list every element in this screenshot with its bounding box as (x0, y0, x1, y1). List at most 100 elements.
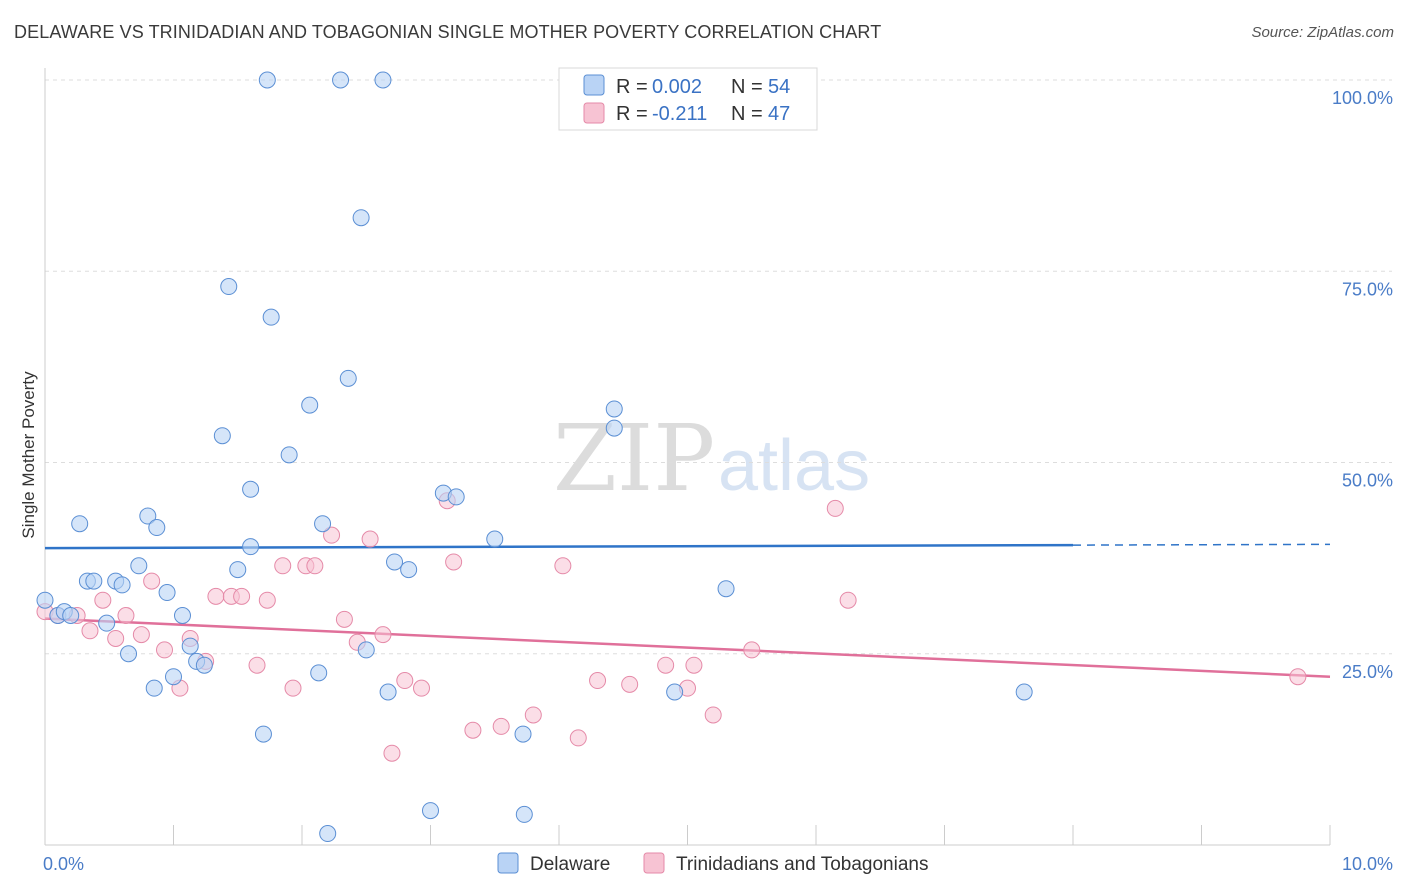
trinidadian-point (826, 499, 844, 517)
delaware-point (242, 538, 260, 556)
trinidadian-point (361, 530, 379, 548)
trinidadian-point (1289, 668, 1307, 686)
delaware-point (422, 802, 439, 820)
trinidadian-point (621, 675, 639, 693)
delaware-point (62, 607, 80, 624)
delaware-point (310, 664, 328, 682)
trinidadian-point (569, 729, 587, 747)
trend-lines (44, 543, 1331, 678)
delaware-point (130, 557, 148, 575)
trinidadian-point (233, 587, 251, 605)
delaware-trend-line (44, 543, 1074, 550)
legend-top-n-label-2: N = (731, 103, 763, 125)
delaware-point (229, 561, 247, 579)
delaware-points (36, 71, 1033, 843)
delaware-point (447, 488, 465, 506)
trinidadian-point (839, 591, 857, 609)
legend-bottom: Delaware Trinidadians and Tobagonians (497, 852, 928, 875)
trinidadian-point (94, 591, 112, 609)
trinidadian-point (248, 656, 266, 674)
delaware-point (400, 561, 418, 579)
legend-top-r-value-1: 0.002 (652, 76, 702, 98)
x-tick-labels: 0.0% 10.0% (43, 854, 1393, 874)
delaware-point (148, 519, 166, 537)
trinidadian-point (143, 572, 161, 590)
trinidadian-point (156, 641, 174, 659)
delaware-point (666, 683, 684, 701)
trinidadian-point (323, 526, 341, 544)
delaware-point (220, 278, 238, 296)
trinidadian-point (117, 607, 135, 624)
legend-top-delaware-swatch (583, 74, 605, 96)
delaware-point (254, 725, 272, 743)
delaware-point (98, 614, 116, 632)
trinidadian-point (704, 706, 722, 724)
watermark: ZIP atlas (553, 405, 870, 512)
y-tick-label: 75.0% (1342, 279, 1393, 299)
delaware-point (339, 369, 357, 387)
delaware-point (213, 427, 231, 445)
trinidadian-point (685, 656, 703, 674)
x-tick-label-min: 0.0% (43, 854, 84, 874)
delaware-point (36, 591, 54, 609)
legend-bottom-trini-swatch (643, 852, 665, 874)
delaware-point (139, 507, 157, 525)
delaware-point (181, 637, 199, 655)
axes (44, 68, 1331, 846)
trinidadian-point (335, 610, 353, 628)
trinidadian-point (306, 557, 324, 575)
delaware-point (85, 572, 103, 590)
delaware-point (71, 515, 89, 533)
source-label: Source: ZipAtlas.com (1251, 24, 1394, 41)
delaware-point (262, 308, 280, 326)
trinidadian-point (413, 679, 431, 697)
y-tick-label: 50.0% (1342, 471, 1393, 491)
legend-top-r-value-2: -0.211 (652, 103, 707, 125)
legend-top-r-label-1: R = (616, 76, 648, 98)
delaware-point (145, 679, 163, 697)
delaware-point (242, 480, 260, 498)
trinidadian-point (657, 656, 675, 674)
y-tick-label: 100.0% (1332, 88, 1393, 108)
trinidadian-trend-line (44, 617, 1331, 678)
y-axis-label: Single Mother Poverty (19, 371, 38, 539)
delaware-point (314, 515, 332, 533)
trinidadian-point (274, 557, 292, 575)
trinidadian-point (445, 553, 463, 571)
delaware-point (374, 71, 392, 89)
gridlines (45, 79, 1392, 655)
trinidadian-point (396, 672, 414, 690)
delaware-point (280, 446, 298, 464)
trinidadian-point (374, 626, 392, 644)
trinidadian-point (492, 717, 510, 735)
delaware-point (1015, 683, 1033, 701)
legend-top-n-value-1: 54 (768, 76, 790, 98)
delaware-point (165, 668, 182, 686)
trinidadian-point (258, 591, 276, 609)
delaware-point (352, 209, 370, 227)
trinidadian-point (524, 706, 542, 724)
chart-title: DELAWARE VS TRINIDADIAN AND TOBAGONIAN S… (14, 22, 882, 42)
trinidadian-point (284, 679, 302, 697)
delaware-point (113, 576, 131, 594)
y-tick-labels: 25.0% 50.0% 75.0% 100.0% (1332, 88, 1393, 682)
delaware-point (319, 825, 337, 843)
trinidadian-point (383, 744, 401, 762)
delaware-point (717, 580, 735, 598)
delaware-point (605, 419, 623, 437)
trinidadian-point (464, 721, 482, 739)
delaware-point (514, 725, 532, 743)
trinidadian-point (81, 622, 99, 640)
delaware-point (605, 400, 623, 418)
legend-top-n-label-1: N = (731, 76, 763, 98)
legend-top-n-value-2: 47 (768, 103, 790, 125)
delaware-point (158, 584, 176, 602)
delaware-point (515, 805, 533, 823)
legend-bottom-delaware-swatch (497, 852, 519, 874)
trinidadian-point (207, 587, 225, 605)
legend-bottom-delaware-label: Delaware (530, 854, 610, 875)
trinidadian-point (554, 557, 572, 575)
legend-top-trini-swatch (583, 102, 605, 124)
delaware-point (195, 656, 213, 674)
